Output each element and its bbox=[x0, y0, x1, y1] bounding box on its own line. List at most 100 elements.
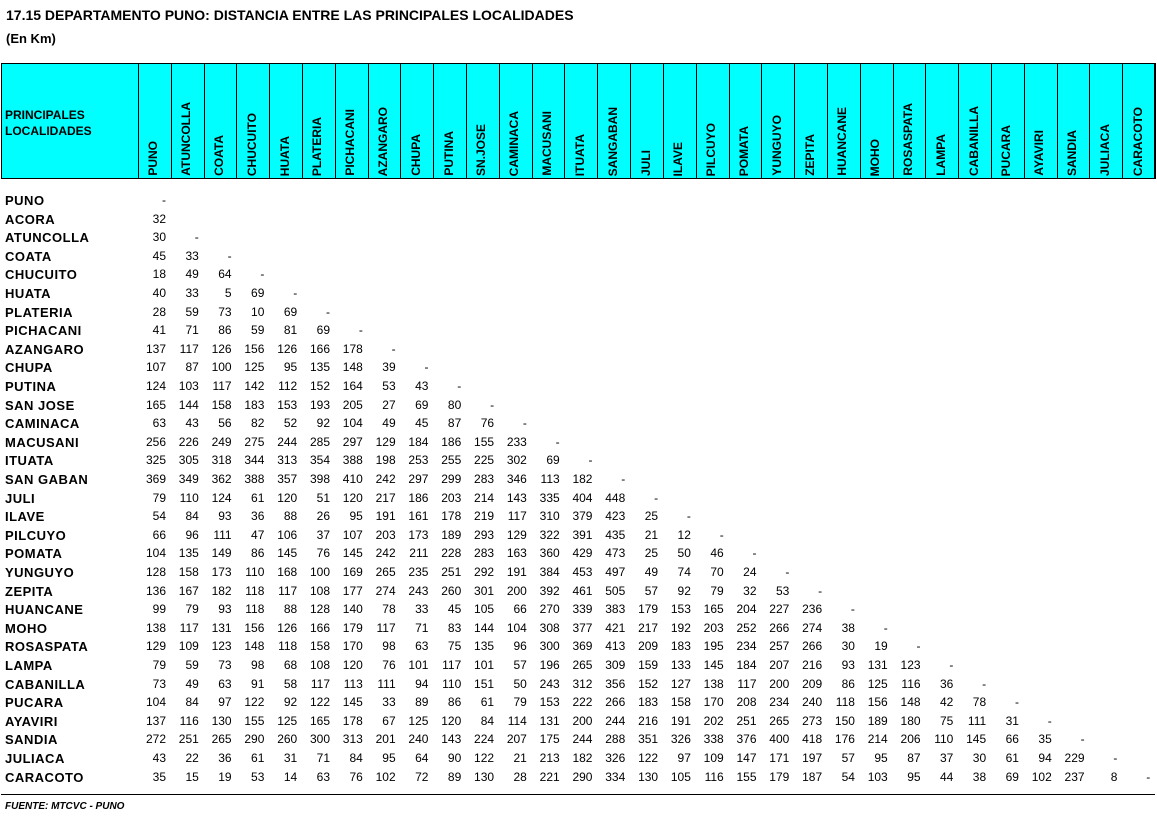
cell: 148 bbox=[342, 360, 363, 375]
cell: 168 bbox=[277, 565, 298, 579]
column-divider bbox=[892, 63, 894, 179]
cell: 93 bbox=[218, 509, 232, 524]
column-header: HUANCANE bbox=[835, 107, 850, 176]
cell: 61 bbox=[1005, 751, 1019, 765]
cell: 448 bbox=[605, 490, 626, 505]
cell: 73 bbox=[152, 676, 166, 691]
cell: 63 bbox=[316, 769, 331, 784]
cell: 66 bbox=[513, 602, 527, 617]
column-divider bbox=[564, 63, 566, 179]
cell: 124 bbox=[211, 490, 232, 505]
cell: - bbox=[358, 323, 363, 338]
cell: 106 bbox=[277, 527, 298, 542]
cell: 45 bbox=[415, 416, 429, 431]
column-header: PILCUYO bbox=[704, 122, 719, 176]
cell: 133 bbox=[670, 658, 691, 672]
column-divider bbox=[170, 63, 172, 179]
cell: 252 bbox=[736, 620, 757, 635]
cell: 178 bbox=[441, 509, 462, 524]
cell: 129 bbox=[506, 527, 527, 542]
cell: 87 bbox=[907, 751, 921, 765]
cell: 221 bbox=[539, 769, 560, 784]
cell: 36 bbox=[939, 676, 954, 691]
cell: 53 bbox=[775, 583, 790, 598]
cell: 283 bbox=[474, 546, 495, 561]
cell: 217 bbox=[375, 490, 396, 505]
cell: 392 bbox=[539, 583, 560, 598]
cell: 19 bbox=[874, 639, 888, 654]
cell: 198 bbox=[375, 453, 396, 468]
cell: 35 bbox=[1038, 732, 1052, 747]
cell: 72 bbox=[415, 769, 429, 784]
cell: 104 bbox=[145, 695, 166, 710]
cell: 66 bbox=[152, 527, 166, 542]
cell: 326 bbox=[670, 732, 691, 747]
cell: 30 bbox=[972, 751, 987, 765]
cell: 410 bbox=[342, 472, 363, 486]
cell: 83 bbox=[447, 620, 462, 635]
row-label: CARACOTO bbox=[5, 769, 84, 785]
cell: 178 bbox=[342, 341, 363, 356]
row-label: MOHO bbox=[5, 620, 48, 636]
cell: 201 bbox=[375, 732, 396, 747]
cell: 108 bbox=[310, 658, 331, 672]
cell: 150 bbox=[834, 713, 855, 728]
cell: 398 bbox=[310, 472, 331, 486]
cell: 255 bbox=[441, 453, 462, 468]
column-header: LAMPA bbox=[933, 134, 948, 176]
cell: 219 bbox=[474, 509, 495, 524]
cell: 32 bbox=[152, 211, 166, 226]
cell: 102 bbox=[375, 769, 396, 784]
cell: 86 bbox=[447, 695, 462, 710]
cell: - bbox=[752, 546, 757, 561]
row-label: ROSASPATA bbox=[5, 639, 89, 655]
cell: 21 bbox=[513, 751, 527, 765]
cell: 89 bbox=[415, 695, 429, 710]
cell: 69 bbox=[1005, 769, 1019, 784]
cell: 58 bbox=[283, 676, 298, 691]
cell: 300 bbox=[539, 639, 560, 654]
column-header: COATA bbox=[212, 135, 227, 176]
cell: 421 bbox=[605, 620, 626, 635]
column-divider bbox=[433, 63, 435, 179]
cell: - bbox=[1146, 769, 1151, 784]
column-header: ILAVE bbox=[671, 141, 686, 176]
cell: 90 bbox=[447, 751, 462, 765]
cell: 63 bbox=[152, 416, 166, 431]
corner-header: PRINCIPALES LOCALIDADES bbox=[5, 108, 92, 138]
cell: - bbox=[719, 527, 724, 542]
cell: 177 bbox=[342, 583, 363, 598]
cell: 191 bbox=[506, 565, 527, 579]
cell: 56 bbox=[218, 416, 232, 431]
cell: 43 bbox=[185, 416, 199, 431]
cell: 318 bbox=[211, 453, 232, 468]
cell: 69 bbox=[415, 397, 429, 412]
cell: 100 bbox=[310, 565, 331, 579]
cell: 202 bbox=[703, 713, 724, 728]
column-divider bbox=[859, 63, 861, 179]
cell: 152 bbox=[310, 379, 331, 393]
cell: 135 bbox=[474, 639, 495, 654]
cell: 69 bbox=[546, 453, 560, 468]
cell: 461 bbox=[572, 583, 593, 598]
cell: 130 bbox=[638, 769, 659, 784]
cell: 145 bbox=[342, 695, 363, 710]
cell: 98 bbox=[251, 658, 265, 672]
cell: 155 bbox=[474, 434, 495, 449]
cell: 257 bbox=[769, 639, 790, 654]
cell: 129 bbox=[145, 639, 166, 654]
cell: 377 bbox=[572, 620, 593, 635]
cell: 191 bbox=[375, 509, 396, 524]
cell: 265 bbox=[375, 565, 396, 579]
cell: 59 bbox=[251, 323, 265, 338]
cell: 153 bbox=[277, 397, 298, 412]
cell: 93 bbox=[218, 602, 232, 617]
cell: 153 bbox=[670, 602, 691, 617]
cell: 130 bbox=[474, 769, 495, 784]
cell: 122 bbox=[474, 751, 495, 765]
row-label: ATUNCOLLA bbox=[5, 230, 90, 246]
column-header: MOHO bbox=[868, 138, 883, 176]
row-label: AZANGARO bbox=[5, 341, 85, 357]
cell: 52 bbox=[283, 416, 298, 431]
cell: 125 bbox=[408, 713, 429, 728]
